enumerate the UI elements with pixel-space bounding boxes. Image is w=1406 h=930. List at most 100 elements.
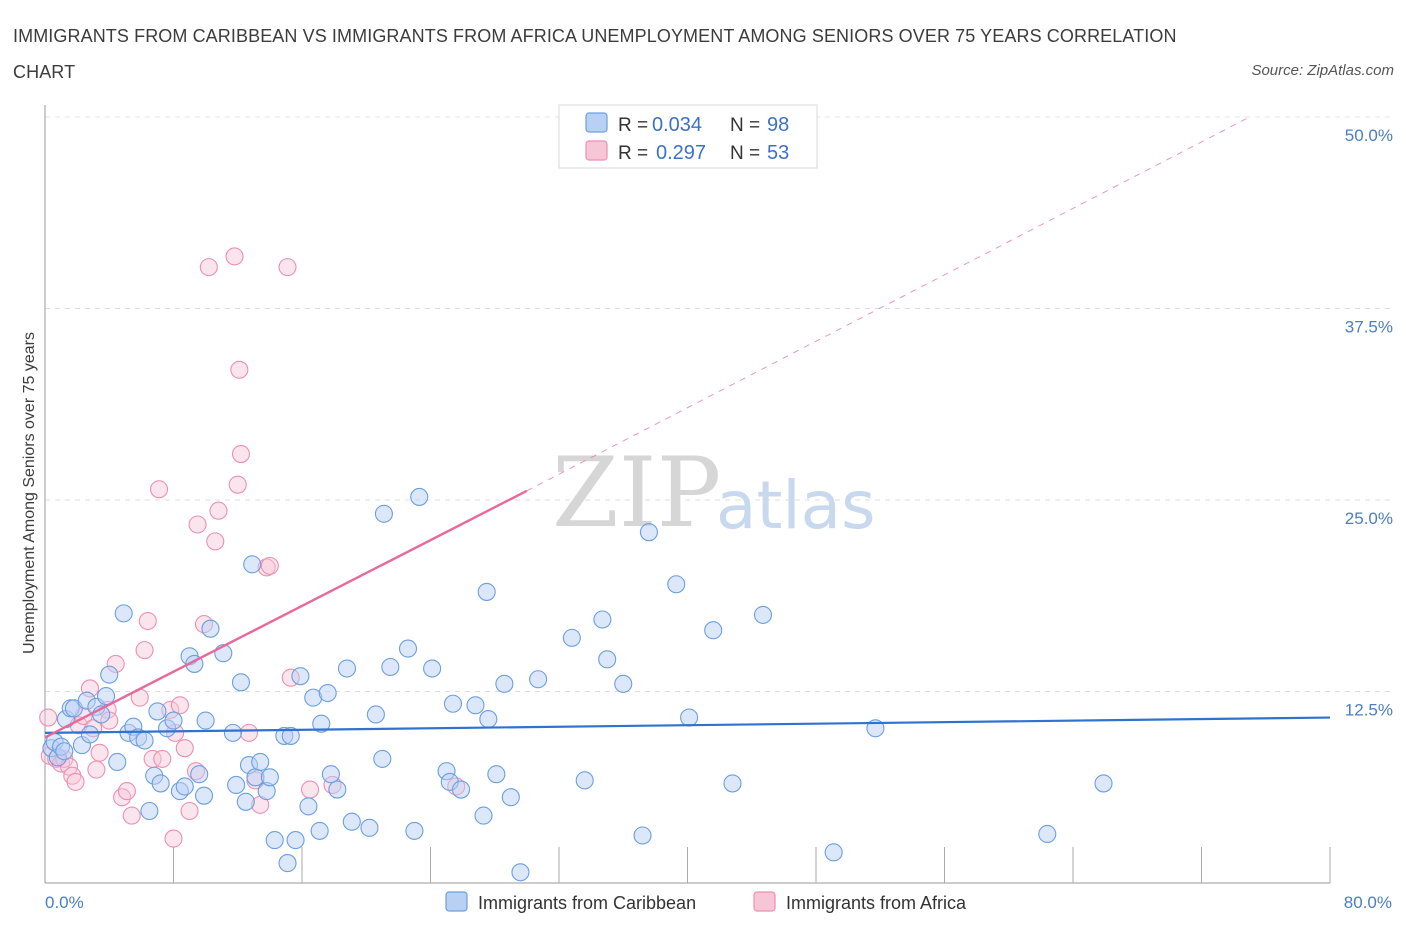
caribbean-point-24 [151, 774, 170, 793]
caribbean-point-55 [312, 714, 331, 733]
chart-title: IMMIGRANTS FROM CARIBBEAN VS IMMIGRANTS … [13, 26, 1177, 82]
caribbean-point-79 [495, 674, 514, 693]
caribbean-point-33 [196, 711, 215, 730]
caribbean-point-75 [474, 806, 493, 825]
caribbean-point-49 [281, 726, 300, 745]
legend-n-label-1: N = [730, 115, 760, 136]
africa-point-7 [66, 772, 85, 791]
caribbean-point-51 [291, 667, 310, 686]
africa-point-22 [138, 611, 157, 631]
africa-point-12 [87, 760, 106, 779]
legend-item-caribbean: Immigrants from Caribbean [478, 893, 696, 913]
legend-n-label-2: N = [730, 143, 760, 164]
caribbean-point-34 [201, 619, 220, 638]
caribbean-point-58 [328, 780, 347, 799]
caribbean-point-37 [227, 775, 246, 795]
africa-point-21 [135, 641, 154, 660]
caribbean-point-26 [164, 711, 183, 730]
caribbean-point-60 [342, 812, 361, 831]
caribbean-point-92 [704, 621, 723, 640]
legend-item-caribbean-swatch [445, 891, 468, 912]
caribbean-point-89 [639, 523, 659, 542]
caribbean-point-73 [451, 780, 471, 799]
caribbean-point-88 [633, 826, 652, 845]
caribbean-point-82 [529, 670, 548, 689]
caribbean-point-52 [299, 797, 318, 816]
africa-point-31 [180, 801, 199, 821]
watermark-atlas: atlas [716, 467, 876, 544]
series-caribbean-points [42, 487, 1113, 882]
caribbean-point-46 [265, 831, 284, 850]
caribbean-point-20 [135, 731, 154, 750]
caribbean-point-86 [598, 650, 617, 669]
africa-point-36 [206, 532, 225, 551]
y-tick-labels: 12.5% 25.0% 37.5% 50.0% [1345, 126, 1393, 720]
y-tick-label-2: 37.5% [1345, 318, 1393, 337]
africa-point-38 [225, 247, 244, 266]
caribbean-point-36 [223, 723, 242, 742]
legend-r-label-2: R = [618, 143, 648, 164]
source-label: Source: ZipAtlas.com [1251, 62, 1394, 79]
caribbean-point-91 [680, 708, 699, 727]
caribbean-point-90 [667, 575, 686, 594]
x-tick-label-min: 0.0% [45, 893, 84, 912]
watermark: ZIP atlas [552, 437, 876, 549]
africa-point-17 [113, 788, 132, 807]
caribbean-point-94 [753, 605, 773, 624]
caribbean-point-83 [562, 628, 581, 647]
caribbean-point-72 [443, 694, 463, 713]
caribbean-point-15 [108, 752, 127, 772]
caribbean-point-50 [286, 831, 305, 850]
africa-point-41 [231, 444, 251, 464]
caribbean-point-4 [55, 742, 74, 761]
caribbean-point-16 [114, 604, 133, 623]
caribbean-point-67 [405, 821, 424, 840]
africa-point-18 [117, 782, 136, 801]
caribbean-point-85 [593, 610, 612, 629]
caribbean-point-84 [575, 771, 594, 790]
africa-point-40 [230, 360, 249, 379]
caribbean-point-10 [80, 725, 100, 744]
africa-point-29 [170, 696, 189, 715]
caribbean-point-38 [231, 673, 251, 692]
trend-line-caribbean [44, 716, 1331, 734]
caribbean-point-69 [423, 659, 442, 678]
africa-point-33 [188, 515, 207, 534]
trend-line-africa [44, 489, 528, 739]
trend-line-africa-extension [526, 116, 1250, 492]
caribbean-point-23 [148, 702, 167, 721]
caribbean-point-28 [175, 777, 194, 796]
caribbean-point-31 [190, 765, 209, 784]
caribbean-point-41 [243, 555, 262, 574]
africa-point-42 [239, 723, 259, 742]
caribbean-point-63 [373, 749, 392, 768]
caribbean-point-32 [194, 786, 214, 805]
caribbean-point-81 [511, 863, 530, 882]
y-tick-label-0: 12.5% [1345, 701, 1393, 720]
caribbean-point-93 [723, 774, 742, 793]
legend-r-value-1: 0.034 [652, 114, 702, 136]
caribbean-point-64 [374, 504, 393, 523]
caribbean-point-62 [366, 705, 385, 724]
africa-point-39 [228, 475, 247, 494]
legend-swatch-pink [585, 140, 608, 161]
caribbean-point-59 [337, 659, 357, 678]
x-tick-label-max: 80.0% [1344, 893, 1392, 912]
africa-point-0 [39, 708, 58, 727]
caribbean-point-87 [614, 674, 633, 693]
caribbean-point-54 [310, 821, 329, 840]
y-tick-label-3: 50.0% [1345, 126, 1393, 145]
watermark-zip: ZIP [552, 437, 721, 549]
y-axis-label: Unemployment Among Seniors over 75 years [21, 332, 38, 654]
legend-item-africa-swatch [753, 891, 776, 912]
caribbean-point-14 [100, 665, 119, 684]
caribbean-point-97 [1038, 824, 1057, 844]
series-legend: Immigrants from Caribbean Immigrants fro… [445, 891, 967, 913]
caribbean-point-98 [1094, 774, 1113, 793]
africa-point-25 [153, 749, 172, 768]
caribbean-point-78 [487, 765, 506, 784]
caribbean-point-65 [381, 657, 400, 677]
caribbean-point-56 [318, 683, 337, 703]
caribbean-point-61 [360, 818, 379, 837]
